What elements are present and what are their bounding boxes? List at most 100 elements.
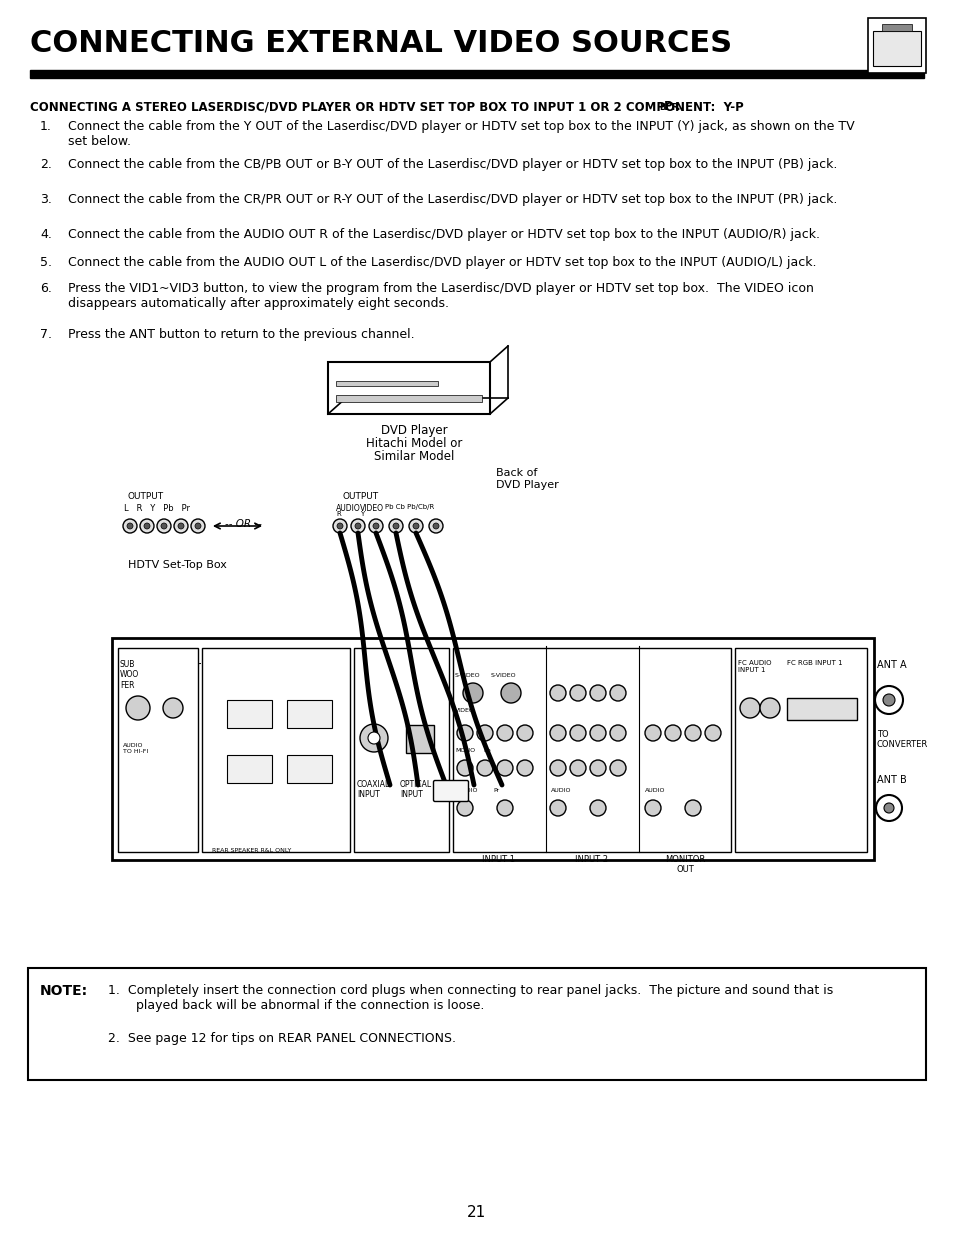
Circle shape xyxy=(393,522,398,529)
Text: VIDEO: VIDEO xyxy=(359,504,384,513)
Circle shape xyxy=(369,519,382,534)
Text: COAXIAL
INPUT: COAXIAL INPUT xyxy=(356,781,390,799)
Text: OUTPUT: OUTPUT xyxy=(343,492,378,501)
Circle shape xyxy=(429,519,442,534)
Bar xyxy=(202,648,350,852)
Text: L   R   Y   Pb   Pr: L R Y Pb Pr xyxy=(124,504,190,513)
Text: FC RGB INPUT 1: FC RGB INPUT 1 xyxy=(786,659,841,666)
Circle shape xyxy=(684,725,700,741)
Circle shape xyxy=(569,685,585,701)
Circle shape xyxy=(740,698,760,718)
Circle shape xyxy=(883,803,893,813)
Text: S-VIDEO: S-VIDEO xyxy=(491,673,517,678)
Text: Connect the cable from the Y OUT of the Laserdisc/DVD player or HDTV set top box: Connect the cable from the Y OUT of the … xyxy=(68,120,854,148)
Circle shape xyxy=(517,760,533,776)
Text: 5.: 5. xyxy=(40,256,52,269)
Circle shape xyxy=(123,519,137,534)
Circle shape xyxy=(161,522,167,529)
Circle shape xyxy=(476,725,493,741)
Text: Connect the cable from the CR/PR OUT or R-Y OUT of the Laserdisc/DVD player or H: Connect the cable from the CR/PR OUT or … xyxy=(68,193,837,206)
Text: 2.: 2. xyxy=(40,158,51,170)
Circle shape xyxy=(462,683,482,703)
Circle shape xyxy=(609,685,625,701)
Circle shape xyxy=(609,725,625,741)
Circle shape xyxy=(333,519,347,534)
Circle shape xyxy=(456,725,473,741)
Circle shape xyxy=(433,522,438,529)
Text: AUDIO: AUDIO xyxy=(644,788,665,793)
Text: Pr: Pr xyxy=(493,788,498,793)
Circle shape xyxy=(550,760,565,776)
Circle shape xyxy=(126,697,150,720)
Text: S-VIDEO: S-VIDEO xyxy=(455,673,480,678)
Circle shape xyxy=(373,522,378,529)
Text: ANT A: ANT A xyxy=(876,659,905,671)
Text: R: R xyxy=(335,511,340,517)
Text: AUDIO: AUDIO xyxy=(457,788,478,793)
Text: 3.: 3. xyxy=(40,193,51,206)
Bar xyxy=(354,648,449,852)
Text: Press the VID1~VID3 button, to view the program from the Laserdisc/DVD player or: Press the VID1~VID3 button, to view the … xyxy=(68,282,813,310)
Circle shape xyxy=(127,522,132,529)
Circle shape xyxy=(569,725,585,741)
Text: Pb Cb Pb/Cb/R: Pb Cb Pb/Cb/R xyxy=(385,504,434,510)
Text: Press the ANT button to return to the previous channel.: Press the ANT button to return to the pr… xyxy=(68,329,415,341)
Circle shape xyxy=(140,519,153,534)
Bar xyxy=(328,362,490,414)
Circle shape xyxy=(163,698,183,718)
Circle shape xyxy=(456,800,473,816)
Text: 21: 21 xyxy=(467,1205,486,1220)
Circle shape xyxy=(157,519,171,534)
Text: 7.: 7. xyxy=(40,329,52,341)
Text: Connect the cable from the AUDIO OUT L of the Laserdisc/DVD player or HDTV set t: Connect the cable from the AUDIO OUT L o… xyxy=(68,256,816,269)
Circle shape xyxy=(517,725,533,741)
Bar xyxy=(227,755,272,783)
Text: OUTPUT: OUTPUT xyxy=(128,492,164,501)
Text: CONNECTING EXTERNAL VIDEO SOURCES: CONNECTING EXTERNAL VIDEO SOURCES xyxy=(30,28,731,58)
Bar xyxy=(335,395,481,403)
Text: P: P xyxy=(663,100,672,112)
Text: CONNECTING A STEREO LASERDISC/DVD PLAYER OR HDTV SET TOP BOX TO INPUT 1 OR 2 COM: CONNECTING A STEREO LASERDISC/DVD PLAYER… xyxy=(30,100,743,112)
Circle shape xyxy=(497,725,513,741)
Text: TO
CONVERTER: TO CONVERTER xyxy=(876,730,927,750)
Bar xyxy=(335,382,437,387)
Text: Y: Y xyxy=(359,511,364,517)
Circle shape xyxy=(609,760,625,776)
Text: DVD Player: DVD Player xyxy=(496,480,558,490)
Text: B: B xyxy=(659,103,664,112)
Circle shape xyxy=(760,698,780,718)
Text: 1.: 1. xyxy=(40,120,51,133)
Circle shape xyxy=(173,519,188,534)
Circle shape xyxy=(589,725,605,741)
Text: R: R xyxy=(670,103,677,112)
Text: Similar Model: Similar Model xyxy=(374,450,454,463)
FancyBboxPatch shape xyxy=(433,781,468,802)
Bar xyxy=(453,648,730,852)
Bar xyxy=(867,19,925,73)
Bar xyxy=(30,70,923,78)
Bar xyxy=(786,698,856,720)
Circle shape xyxy=(704,725,720,741)
Circle shape xyxy=(351,519,365,534)
Text: Rear Panel of Television: Rear Panel of Television xyxy=(172,659,319,673)
Text: Connect the cable from the CB/PB OUT or B-Y OUT of the Laserdisc/DVD player or H: Connect the cable from the CB/PB OUT or … xyxy=(68,158,837,170)
Bar xyxy=(287,700,332,727)
Circle shape xyxy=(144,522,150,529)
Text: Back of: Back of xyxy=(496,468,537,478)
Text: Pb: Pb xyxy=(482,748,490,753)
Circle shape xyxy=(882,694,894,706)
Text: NOTE:: NOTE: xyxy=(40,984,88,998)
Text: REAR SPEAKER R&L ONLY: REAR SPEAKER R&L ONLY xyxy=(212,848,291,853)
Text: INPUT 1: INPUT 1 xyxy=(482,855,515,864)
Circle shape xyxy=(497,800,513,816)
Circle shape xyxy=(336,522,343,529)
Text: AUDIO: AUDIO xyxy=(335,504,360,513)
Text: .: . xyxy=(676,100,679,112)
Bar xyxy=(882,23,911,31)
Text: Connect the cable from the AUDIO OUT R of the Laserdisc/DVD player or HDTV set t: Connect the cable from the AUDIO OUT R o… xyxy=(68,228,820,241)
Circle shape xyxy=(368,732,379,743)
Circle shape xyxy=(355,522,360,529)
Circle shape xyxy=(644,725,660,741)
Text: INPUT 2: INPUT 2 xyxy=(575,855,608,864)
Circle shape xyxy=(359,724,388,752)
